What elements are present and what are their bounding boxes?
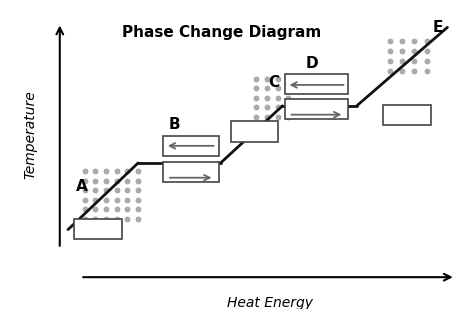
Point <box>284 114 292 119</box>
Point <box>102 178 110 183</box>
Point <box>284 76 292 81</box>
Point <box>91 207 99 212</box>
Point <box>113 197 120 202</box>
Point <box>423 58 430 63</box>
Point <box>410 68 418 73</box>
Point <box>263 104 271 109</box>
Point <box>386 49 393 53</box>
Point <box>410 38 418 43</box>
Text: Phase Change Diagram: Phase Change Diagram <box>122 25 321 40</box>
Point <box>134 216 142 221</box>
Point <box>81 207 88 212</box>
Point <box>102 216 110 221</box>
Point <box>284 95 292 100</box>
Bar <box>383 105 431 125</box>
Point <box>113 169 120 174</box>
Point <box>102 169 110 174</box>
Point <box>124 197 131 202</box>
Point <box>124 188 131 193</box>
Point <box>273 76 281 81</box>
Point <box>91 169 99 174</box>
Point <box>386 38 393 43</box>
Point <box>263 114 271 119</box>
Point <box>124 169 131 174</box>
Bar <box>284 74 348 94</box>
Point <box>91 188 99 193</box>
Point <box>252 76 260 81</box>
Point <box>252 104 260 109</box>
Point <box>134 169 142 174</box>
Point <box>134 178 142 183</box>
Bar <box>163 162 219 182</box>
Point <box>134 207 142 212</box>
Point <box>263 76 271 81</box>
Text: E: E <box>433 20 443 35</box>
Point <box>398 68 406 73</box>
Point <box>124 216 131 221</box>
Point <box>91 197 99 202</box>
Point <box>423 49 430 53</box>
Point <box>81 178 88 183</box>
Point <box>398 58 406 63</box>
Point <box>263 95 271 100</box>
Point <box>252 114 260 119</box>
Point <box>81 197 88 202</box>
Point <box>91 178 99 183</box>
Point <box>102 197 110 202</box>
Point <box>113 216 120 221</box>
Point <box>252 95 260 100</box>
Point <box>284 86 292 91</box>
Point <box>410 58 418 63</box>
Bar <box>284 99 348 119</box>
Bar <box>163 136 219 156</box>
Point <box>124 207 131 212</box>
Text: C: C <box>268 74 279 90</box>
Point <box>263 86 271 91</box>
Point <box>102 188 110 193</box>
Point <box>423 38 430 43</box>
Text: Temperature: Temperature <box>24 90 38 179</box>
Point <box>273 104 281 109</box>
Point <box>386 58 393 63</box>
Text: Heat Energy: Heat Energy <box>227 296 313 309</box>
Point <box>113 207 120 212</box>
Point <box>81 169 88 174</box>
Point <box>113 188 120 193</box>
Text: D: D <box>305 56 318 70</box>
Point <box>102 207 110 212</box>
Point <box>398 49 406 53</box>
Point <box>134 197 142 202</box>
Point <box>252 86 260 91</box>
Point <box>124 178 131 183</box>
Point <box>423 68 430 73</box>
Bar <box>231 121 278 142</box>
Point <box>398 38 406 43</box>
Point <box>91 216 99 221</box>
Point <box>81 216 88 221</box>
Point <box>113 178 120 183</box>
Point <box>386 68 393 73</box>
Bar <box>74 219 122 239</box>
Text: B: B <box>169 117 181 132</box>
Point <box>284 104 292 109</box>
Point <box>273 95 281 100</box>
Text: A: A <box>76 179 88 194</box>
Point <box>81 188 88 193</box>
Point <box>410 49 418 53</box>
Point <box>134 188 142 193</box>
Point <box>273 114 281 119</box>
Point <box>273 86 281 91</box>
